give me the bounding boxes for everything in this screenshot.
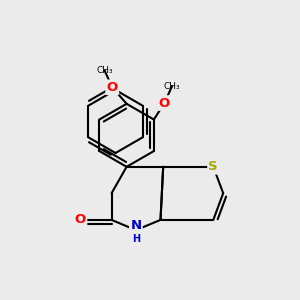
Text: H: H	[132, 234, 140, 244]
Text: N: N	[130, 219, 142, 232]
Text: CH₃: CH₃	[96, 66, 113, 75]
Text: O: O	[106, 81, 118, 94]
Text: O: O	[159, 97, 170, 110]
Text: CH₃: CH₃	[164, 82, 180, 91]
Text: S: S	[208, 160, 218, 173]
Text: O: O	[75, 213, 86, 226]
